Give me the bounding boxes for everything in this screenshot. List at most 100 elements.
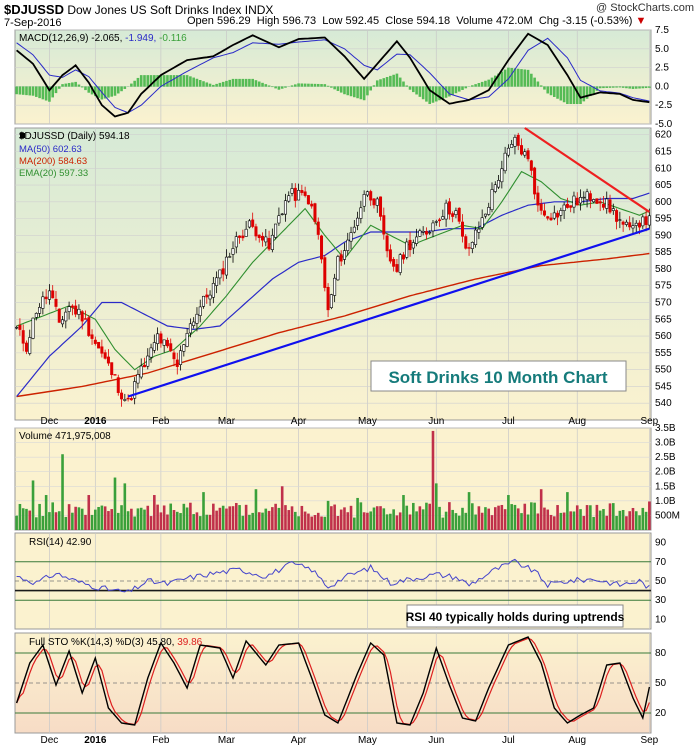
macd-histogram-bar [648, 86, 651, 88]
volume-bar [202, 492, 205, 530]
macd-histogram-bar [28, 86, 32, 96]
macd-histogram-bar [316, 83, 320, 87]
price-candle-body [126, 397, 130, 400]
price-candle-body [152, 342, 156, 351]
macd-histogram-bar [80, 86, 84, 88]
volume-bar [389, 513, 392, 530]
price-tick-label: 615 [655, 146, 672, 157]
volume-bar [536, 513, 540, 530]
volume-bar [87, 495, 91, 530]
volume-bar [359, 502, 363, 530]
macd-histogram-bar [543, 86, 546, 90]
volume-bar [572, 511, 576, 530]
volume-bar [67, 504, 71, 530]
macd-histogram-bar [84, 86, 87, 91]
price-candle-body [470, 242, 474, 249]
price-candle-body [24, 342, 28, 352]
macd-histogram-bar [634, 86, 638, 89]
price-candle-body [244, 228, 248, 237]
macd-histogram-bar [382, 78, 386, 87]
chg-value: -3.15 (-0.53%) [562, 15, 633, 27]
macd-histogram-bar [392, 74, 395, 87]
copyright: @ StockCharts.com [596, 2, 694, 14]
macd-tick-label: 2.5 [655, 63, 669, 74]
volume-bar [333, 504, 336, 530]
macd-histogram-bar [241, 78, 245, 87]
sto-k-line [15, 636, 651, 726]
price-candle-body [588, 193, 592, 201]
volume-bar [516, 508, 520, 530]
volume-bar [159, 512, 163, 530]
volume-bar [631, 507, 635, 530]
volume-bar [549, 514, 553, 530]
price-candle-body [159, 333, 163, 344]
macd-histogram-bar [290, 85, 294, 87]
price-candle-body [97, 341, 101, 349]
macd-histogram-bar [116, 86, 120, 94]
price-candle-body [320, 235, 324, 260]
volume-bar [621, 509, 625, 530]
x-axis-label: Sep [640, 416, 658, 427]
price-candle-body [388, 249, 392, 262]
macd-histogram-bar [218, 82, 222, 87]
macd-histogram-bar [566, 86, 569, 104]
price-candle-body [605, 198, 609, 209]
price-candle-body [270, 234, 274, 250]
volume-bar [244, 504, 248, 530]
macd-histogram-bar [333, 86, 336, 90]
macd-histogram-bar [418, 86, 422, 97]
volume-bar [189, 502, 192, 530]
date-label: 7-Sep-2016 [4, 17, 62, 29]
macd-histogram-bar [25, 86, 28, 96]
price-candle-body [123, 399, 127, 401]
price-tick-label: 555 [655, 348, 672, 359]
volume-bar [133, 516, 136, 530]
x-axis-label: Jul [502, 735, 515, 746]
macd-histogram-bar [139, 75, 143, 87]
price-candle-body [516, 134, 520, 146]
macd-tick-label: 7.5 [655, 25, 669, 36]
price-candle-body [293, 187, 297, 201]
macd-histogram-bar [330, 86, 333, 88]
price-candle-body [106, 356, 110, 364]
macd-histogram-bar [575, 86, 579, 104]
macd-histogram-bar [280, 86, 284, 89]
price-candle-body [175, 359, 179, 367]
macd-histogram-bar [208, 83, 212, 87]
volume-bar [139, 507, 143, 530]
price-candle-body [228, 256, 232, 258]
volume-bar [107, 511, 110, 530]
macd-histogram-bar [516, 68, 520, 87]
price-candle-body [93, 339, 97, 344]
price-candle-body [120, 392, 124, 400]
macd-histogram-bar [480, 81, 484, 87]
volume-tick-label: 2.0B [655, 467, 676, 478]
macd-histogram-bar [336, 86, 340, 91]
price-candle-body [579, 197, 583, 204]
price-candle-body [234, 236, 238, 248]
price-legend-title: $DJUSSD (Daily) 594.18 [19, 131, 130, 142]
macd-histogram-bar [189, 76, 192, 87]
volume-bar [454, 513, 458, 530]
macd-histogram-bar [159, 75, 163, 87]
macd-histogram-bar [503, 69, 507, 87]
volume-bar [195, 512, 199, 530]
volume-bar [595, 504, 599, 530]
price-candle-body [441, 216, 445, 220]
price-candle-body [536, 192, 540, 206]
price-tick-label: 610 [655, 163, 672, 174]
macd-histogram-bar [362, 86, 366, 101]
volume-panel [14, 427, 652, 531]
macd-histogram-bar [146, 75, 150, 87]
volume-bar [77, 507, 81, 530]
macd-histogram-bar [97, 86, 100, 98]
macd-histogram-bar [234, 78, 238, 87]
macd-histogram-bar [546, 86, 550, 94]
volume-bar [484, 507, 487, 530]
price-candle-body [513, 137, 517, 147]
price-candle-body [618, 219, 622, 221]
macd-histogram-bar [549, 86, 553, 96]
price-candle-body [490, 189, 494, 210]
macd-histogram-bar [644, 86, 648, 89]
price-candle-body [392, 259, 396, 267]
